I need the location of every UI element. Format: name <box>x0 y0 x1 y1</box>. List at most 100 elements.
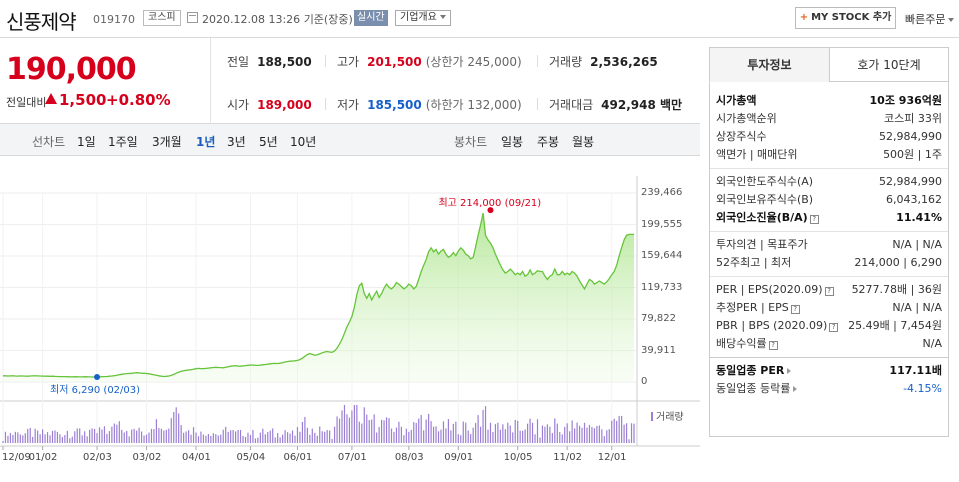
tab-order-book[interactable]: 호가 10단계 <box>829 47 949 82</box>
volume-bar <box>319 426 321 443</box>
tab-1y[interactable]: 1년 <box>196 135 216 149</box>
volume-bar <box>618 415 620 443</box>
tab-1w[interactable]: 1주일 <box>108 135 138 149</box>
volume-bar <box>470 434 472 443</box>
low-marker <box>94 374 101 381</box>
volume-bar <box>41 429 44 443</box>
info-label: 상장주식수 <box>716 130 767 143</box>
volume-bar <box>519 430 521 443</box>
volume-bar <box>502 424 504 443</box>
info-row[interactable]: 추정PER | EPS? N/A | N/A <box>716 299 942 317</box>
x-tick-label: 03/02 <box>132 452 162 463</box>
amount-stat: 거래대금 492,948 백만 <box>549 98 683 112</box>
help-icon[interactable]: ? <box>829 323 839 332</box>
volume-bar <box>415 422 417 443</box>
volume-bar <box>628 439 630 443</box>
volume-bar <box>200 431 202 443</box>
volume-bar <box>14 431 16 443</box>
company-info-button[interactable]: 기업개요 <box>395 10 451 26</box>
investment-info-panel: 투자정보 호가 10단계 시가총액 10조 936억원 시가총액순위 코스피 33위 상… <box>709 47 949 437</box>
help-icon[interactable]: ? <box>768 341 778 350</box>
current-price: 190,000 <box>6 52 137 87</box>
volume-bar <box>408 431 410 443</box>
volume-bar <box>385 417 388 443</box>
volume-bar <box>569 431 571 443</box>
volume-bar <box>284 430 286 443</box>
tab-5y[interactable]: 5년 <box>259 135 278 149</box>
volume-bar <box>170 418 172 443</box>
volume-bar <box>249 434 252 443</box>
x-tick-label: 10/05 <box>503 452 533 463</box>
volume-bar <box>499 429 501 443</box>
volume-bar <box>74 431 76 443</box>
tab-investment-info[interactable]: 투자정보 <box>709 47 830 82</box>
help-icon[interactable]: ? <box>809 215 819 224</box>
info-row[interactable]: 동일업종 PER 117.11배 <box>716 362 942 380</box>
high-stat: 고가 201,500 (상한가 245,000) <box>337 55 522 69</box>
volume-bar <box>571 420 573 443</box>
volume-bar <box>583 422 586 443</box>
info-row[interactable]: 동일업종 등락률 -4.15% <box>716 380 942 398</box>
tab-daily[interactable]: 일봉 <box>501 135 524 149</box>
volume-bar <box>576 422 578 443</box>
volume-bar <box>205 435 207 443</box>
volume-bar <box>611 420 613 443</box>
y-tick-label: 39,911 <box>641 344 676 356</box>
tab-3y[interactable]: 3년 <box>227 135 246 149</box>
tab-10y[interactable]: 10년 <box>290 135 317 149</box>
tab-weekly[interactable]: 주봉 <box>537 135 560 149</box>
volume-bar <box>101 429 103 443</box>
divider <box>325 55 326 67</box>
volume-bar <box>435 426 437 443</box>
info-value: 52,984,990 <box>879 175 942 188</box>
tab-3m[interactable]: 3개월 <box>152 135 182 149</box>
volume-bar <box>465 422 467 443</box>
help-icon[interactable]: ? <box>824 287 834 296</box>
help-icon[interactable]: ? <box>790 305 800 314</box>
info-row[interactable]: 외국인소진율(B/A)? 11.41% <box>716 209 942 227</box>
volume-bar <box>108 431 111 443</box>
realtime-badge[interactable]: 실시간 <box>354 10 388 26</box>
volume-bar <box>165 429 167 443</box>
info-value: N/A | N/A <box>892 238 942 251</box>
volume-bar <box>296 427 299 443</box>
volume-bar <box>274 437 276 443</box>
info-row[interactable]: 배당수익률? N/A <box>716 335 942 353</box>
volume-bar <box>512 432 514 443</box>
volume-bar <box>489 422 492 443</box>
info-row[interactable]: PBR | BPS (2020.09)? 25.49배 | 7,454원 <box>716 317 942 335</box>
volume-bar <box>341 410 343 443</box>
volume-bar <box>2 441 4 443</box>
company-name[interactable]: 신풍제약 <box>6 10 77 34</box>
low-stat: 저가 185,500 (하한가 132,000) <box>337 98 522 112</box>
volume-bar <box>304 416 306 443</box>
y-tick-label: 0 <box>641 376 648 387</box>
info-row: 52주최고 | 최저 214,000 | 6,290 <box>716 254 942 272</box>
volume-bar <box>143 435 145 443</box>
line-chart-label: 선차트 <box>32 135 66 149</box>
volume-bar <box>591 426 593 443</box>
change-percent: +0.80% <box>106 91 171 109</box>
x-tick-label: 12/01 <box>597 452 627 463</box>
volume-bar <box>49 435 51 443</box>
tab-1d[interactable]: 1일 <box>77 135 96 149</box>
volume-bar <box>539 437 541 443</box>
tab-monthly[interactable]: 월봉 <box>572 135 595 149</box>
volume-bar <box>34 428 36 443</box>
mystock-add-button[interactable]: + MY STOCK 추가 <box>795 7 896 29</box>
low-annotation: 최저 6,290 (02/03) <box>50 385 141 397</box>
info-label: 외국인한도주식수(A) <box>716 175 814 188</box>
volume-bar <box>111 426 113 443</box>
quick-order-button[interactable]: 빠른주문 <box>905 11 955 27</box>
price-chart[interactable]: 239,466 199,555 159,644 119,733 79,822 39,911… <box>0 156 700 482</box>
price-line <box>3 212 634 378</box>
volume-bar <box>549 426 551 443</box>
info-row[interactable]: PER | EPS(2020.09)? 5277.78배 | 36원 <box>716 281 942 299</box>
info-value: 52,984,990 <box>879 130 942 143</box>
volume-bar <box>566 423 568 443</box>
volume-bar <box>9 433 12 443</box>
volume-bar <box>544 426 546 443</box>
info-row: 액면가 | 매매단위 500원 | 1주 <box>716 146 942 164</box>
volume-bar <box>210 435 212 443</box>
divider <box>710 168 948 169</box>
